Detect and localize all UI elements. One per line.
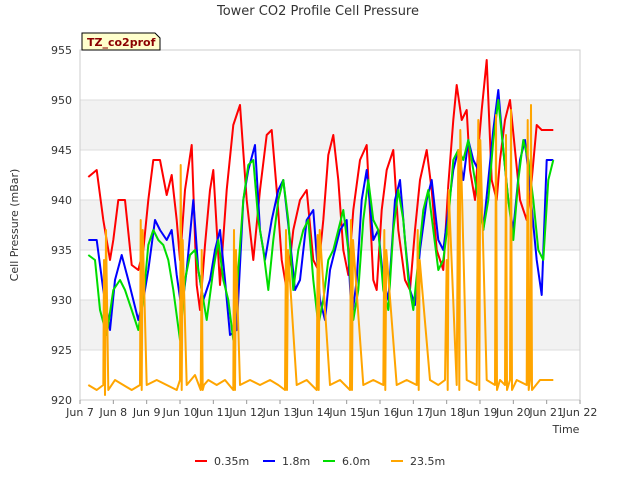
legend: 0.35m 1.8m 6.0m 23.5m: [195, 455, 445, 468]
legend-label: 1.8m: [282, 455, 310, 468]
y-tick-label: 930: [51, 294, 72, 307]
plot-band: [80, 50, 580, 100]
x-tick-label: Jun 17: [395, 406, 431, 419]
x-tick-label: Jun 14: [295, 406, 331, 419]
x-tick-label: Jun 8: [98, 406, 127, 419]
x-tick-label: Jun 20: [495, 406, 531, 419]
y-tick-label: 945: [51, 144, 72, 157]
chart-title: Tower CO2 Profile Cell Pressure: [216, 4, 419, 19]
x-tick-label: Jun 12: [228, 406, 264, 419]
series-lines: [87, 59, 555, 396]
series-line-23-5m: [87, 104, 554, 396]
y-tick-label: 935: [51, 244, 72, 257]
y-axis-label: Cell Pressure (mBar): [8, 169, 21, 282]
legend-label: 23.5m: [410, 455, 445, 468]
x-tick-label: Jun 15: [328, 406, 364, 419]
y-tick-labels: 920 925 930 935 940 945 950 955: [51, 44, 72, 407]
site-badge-text: TZ_co2prof: [87, 36, 156, 49]
site-badge: TZ_co2prof: [81, 32, 161, 51]
x-tick-label: Jun 22: [562, 406, 598, 419]
y-tick-label: 925: [51, 344, 72, 357]
x-tick-label: Jun 9: [132, 406, 161, 419]
x-tick-label: Jun 13: [262, 406, 298, 419]
x-tick-label: Jun 7: [65, 406, 94, 419]
y-tick-label: 955: [51, 44, 72, 57]
x-tick-label: Jun 21: [528, 406, 564, 419]
plot-frame: [79, 49, 581, 401]
x-tick-label: Jun 16: [362, 406, 398, 419]
y-tick-label: 950: [51, 94, 72, 107]
x-tick-label: Jun 18: [428, 406, 464, 419]
x-tick-label: Jun 11: [195, 406, 231, 419]
x-axis-label: Time: [552, 423, 580, 436]
y-tick-label: 940: [51, 194, 72, 207]
series-line-0-35m: [87, 59, 554, 311]
x-tick-label: Jun 10: [162, 406, 198, 419]
legend-label: 6.0m: [342, 455, 370, 468]
y-tick-label: 920: [51, 394, 72, 407]
x-tick-label: Jun 19: [462, 406, 498, 419]
legend-label: 0.35m: [214, 455, 249, 468]
